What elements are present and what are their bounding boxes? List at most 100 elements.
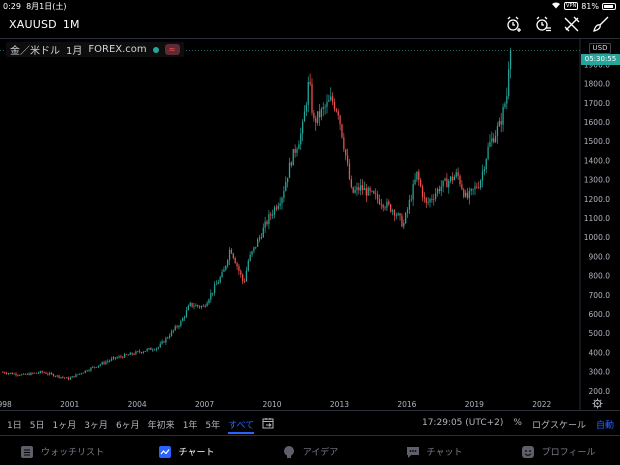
range-button[interactable]: 年初来 xyxy=(147,421,175,431)
candle-body xyxy=(28,373,30,376)
candle-body xyxy=(493,138,495,143)
calendar-goto-icon[interactable] xyxy=(262,417,274,429)
candle-body xyxy=(210,293,212,300)
candle-body xyxy=(90,367,92,371)
candle-body xyxy=(410,199,412,201)
currency-badge[interactable]: USD xyxy=(589,43,611,54)
candle-body xyxy=(279,203,281,206)
candle-body xyxy=(348,163,351,180)
range-button[interactable]: 6ヶ月 xyxy=(115,421,140,431)
y-tick-label: 300.0 xyxy=(589,368,611,377)
candle-body xyxy=(464,192,467,197)
candle-body xyxy=(245,270,248,282)
candle-body xyxy=(197,305,199,307)
candle-body xyxy=(124,354,126,358)
legend-exchange: FOREX.com xyxy=(88,44,147,55)
candle-body xyxy=(358,187,360,191)
candle-body xyxy=(168,335,171,338)
range-button[interactable]: 3ヶ月 xyxy=(84,421,108,431)
candle-body xyxy=(133,354,135,355)
drawing-tools-icon[interactable] xyxy=(563,15,581,33)
candle-body xyxy=(161,341,163,344)
candlestick-chart[interactable]: 200.0 300.0 400.0 500.0 600.0 700.0 800.0 900.0… xyxy=(0,38,620,410)
candle-body xyxy=(219,277,221,283)
candle-body xyxy=(95,366,98,368)
range-button[interactable]: 5日 xyxy=(29,421,45,431)
tab-chart[interactable]: チャート xyxy=(124,438,248,465)
tab-profile[interactable]: プロフィール xyxy=(496,438,620,465)
tab-ideas[interactable]: アイデア xyxy=(248,438,372,465)
brush-icon[interactable] xyxy=(592,15,610,33)
candle-body xyxy=(496,126,499,136)
candle-body xyxy=(371,191,373,192)
timezone-clock[interactable]: 17:29:05 (UTC+2) xyxy=(421,418,504,428)
candle-body xyxy=(461,184,463,190)
candle-body xyxy=(455,172,457,177)
candle-body xyxy=(313,112,315,119)
battery-percent: 81% xyxy=(581,1,599,11)
candle-body xyxy=(75,374,77,378)
candle-body xyxy=(167,337,169,339)
candle-body xyxy=(487,146,489,160)
candle-body xyxy=(457,172,459,176)
candle-body xyxy=(494,135,497,143)
range-button[interactable]: 1日 xyxy=(7,421,22,431)
range-button[interactable]: 5年 xyxy=(205,421,221,431)
gear-icon[interactable] xyxy=(592,398,603,409)
status-right: VPN 81% xyxy=(551,1,616,11)
candle-body xyxy=(215,283,218,285)
range-button[interactable]: すべて xyxy=(228,418,255,434)
candle-body xyxy=(183,316,186,319)
candle-body xyxy=(324,106,326,108)
interval-label[interactable]: 1M xyxy=(62,18,80,31)
axis-divider xyxy=(0,410,620,411)
candle-body xyxy=(356,187,358,190)
candle-body xyxy=(80,373,83,375)
candle-body xyxy=(365,188,367,196)
symbol-header[interactable]: XAUUSD 1M xyxy=(9,18,86,31)
candle-body xyxy=(15,373,17,376)
candle-body xyxy=(105,361,107,364)
candle-body xyxy=(178,325,180,328)
alarm-plus-icon[interactable] xyxy=(505,15,523,33)
candle-body xyxy=(257,239,259,247)
candle-body xyxy=(285,182,287,191)
candle-body xyxy=(305,104,308,112)
candle-body xyxy=(433,198,435,200)
symbol-name[interactable]: XAUUSD xyxy=(9,18,57,31)
candle-body xyxy=(2,372,4,373)
range-button[interactable]: 1ヶ月 xyxy=(52,421,77,431)
auto-scale-toggle[interactable]: 自動 xyxy=(595,421,614,431)
candle-body xyxy=(438,188,441,192)
candle-body xyxy=(135,351,137,355)
y-tick-label: 500.0 xyxy=(589,329,611,338)
candle-body xyxy=(463,189,465,197)
range-button[interactable]: 1年 xyxy=(182,421,198,431)
series-legend[interactable]: 金／米ドル 1月 FOREX.com ≈ xyxy=(6,42,184,57)
candle-body xyxy=(69,377,71,380)
candle-body xyxy=(242,274,244,281)
candle-body xyxy=(318,111,321,118)
candle-body xyxy=(101,362,103,365)
scale-controls: 17:29:05 (UTC+2) % ログスケール 自動 xyxy=(422,418,614,431)
candle-body xyxy=(466,192,469,199)
candle-body xyxy=(240,270,242,275)
y-tick-label: 1200.0 xyxy=(584,195,610,204)
candle-body xyxy=(277,205,279,209)
candle-body xyxy=(311,84,313,113)
tabbar-divider xyxy=(0,435,620,436)
x-tick-label: 2007 xyxy=(195,400,214,409)
candle-body xyxy=(79,373,81,375)
candle-body xyxy=(32,372,34,374)
alarm-list-icon[interactable] xyxy=(534,15,552,33)
percent-scale-toggle[interactable]: % xyxy=(513,418,522,428)
y-tick-label: 1500.0 xyxy=(584,137,610,146)
log-scale-toggle[interactable]: ログスケール xyxy=(531,421,586,431)
tab-chat[interactable]: チャット xyxy=(372,438,496,465)
candle-body xyxy=(474,186,476,189)
candle-body xyxy=(354,189,356,193)
price-chart[interactable]: 200.0 300.0 400.0 500.0 600.0 700.0 800.0 900.0… xyxy=(0,38,620,410)
candle-body xyxy=(65,377,68,379)
candle-body xyxy=(343,137,345,150)
tab-watchlist[interactable]: ウォッチリスト xyxy=(0,438,124,465)
